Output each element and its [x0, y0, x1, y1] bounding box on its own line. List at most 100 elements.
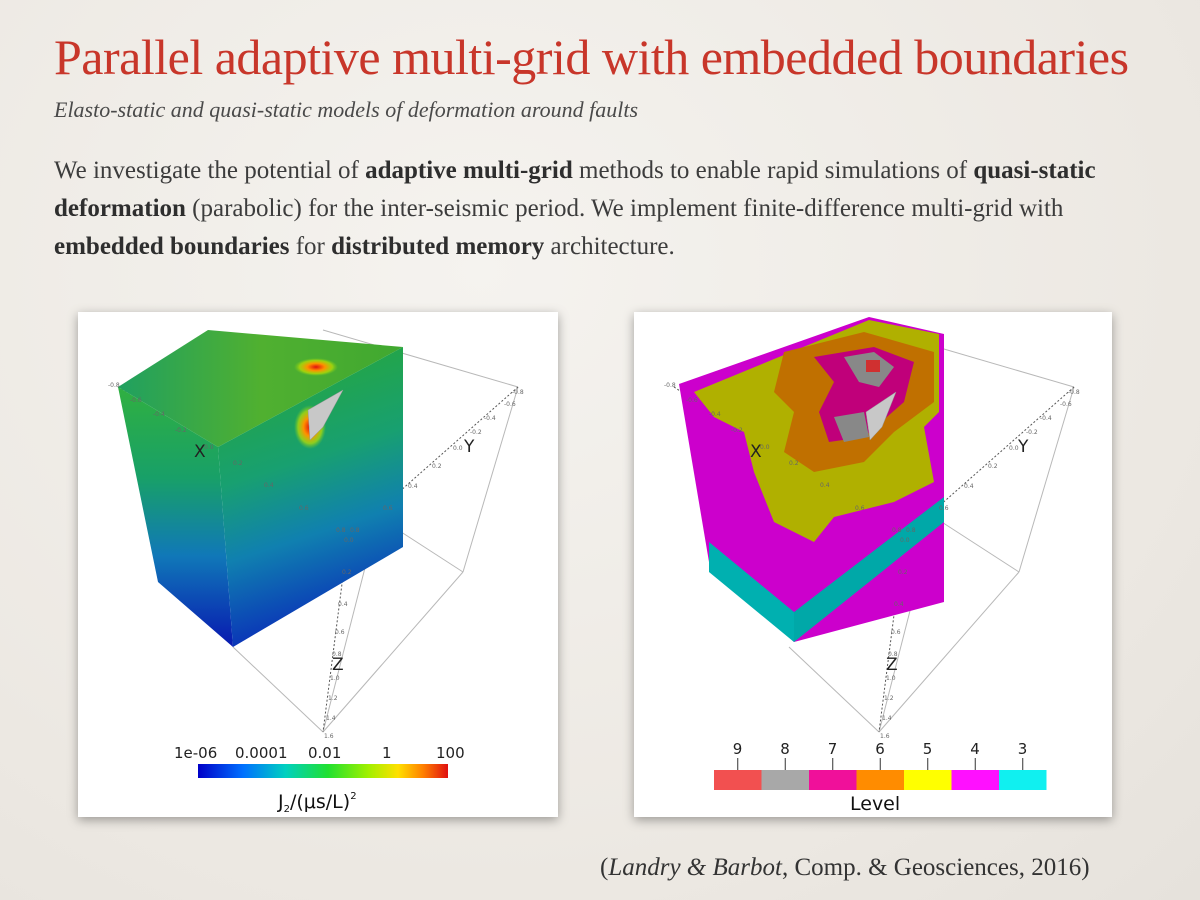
y-tick-0: -0.8 — [512, 389, 524, 396]
level-swatch-3 — [999, 770, 1047, 790]
z-tick-4: 0.8 — [332, 651, 342, 658]
ry-tick-8: 0.8 — [906, 527, 916, 534]
rx-tick-2: -0.4 — [709, 411, 721, 418]
raxis-y-label: Y — [1017, 437, 1029, 457]
body-bold-4: distributed memory — [331, 233, 545, 260]
axis-y-label: Y — [463, 437, 475, 457]
ry-tick-4: 0.0 — [1009, 445, 1019, 452]
cube-level9-region — [866, 360, 880, 372]
fault-plane-right — [865, 391, 897, 441]
raxis-z-label: Z — [886, 655, 898, 675]
rz-tick-3: 0.6 — [891, 629, 901, 636]
citation-authors: Landry & Barbot — [608, 854, 782, 881]
y-tick-6: 0.4 — [408, 483, 418, 490]
y-tick-7: 0.6 — [383, 505, 393, 512]
z-tick-6: 1.2 — [328, 695, 338, 702]
z-tick-8: 1.6 — [324, 733, 334, 740]
level-label-5: 5 — [923, 740, 933, 758]
rx-tick-1: -0.6 — [686, 397, 698, 404]
y-tick-1: -0.6 — [504, 401, 516, 408]
y-tick-3: -0.2 — [470, 429, 482, 436]
cube-level3-front — [794, 492, 944, 642]
axis-z-label: Z — [332, 655, 344, 675]
colorbar — [198, 764, 448, 778]
body-paragraph: We investigate the potential of adaptive… — [54, 152, 1154, 266]
ry-tick-3: -0.2 — [1026, 429, 1038, 436]
axis-names-right: X Y Z — [750, 437, 1029, 675]
level-label-3: 3 — [1018, 740, 1028, 758]
body-bold-2: quasi-static deformation — [54, 157, 1096, 222]
body-text-5: architecture. — [544, 233, 675, 260]
body-bold-3: embedded boundaries — [54, 233, 290, 260]
raxis-x-label: X — [750, 442, 762, 462]
cbar-title-rest: /(μs/L) — [290, 791, 350, 813]
y-tick-2: -0.4 — [484, 415, 496, 422]
citation: (Landry & Barbot, Comp. & Geosciences, 2… — [600, 854, 1090, 882]
body-text-2: methods to enable rapid simulations of — [572, 157, 974, 184]
z-tick-0: 0.0 — [344, 537, 354, 544]
body-text-4: for — [289, 233, 332, 260]
slide-title: Parallel adaptive multi-grid with embedd… — [54, 29, 1129, 85]
z-tick-7: 1.4 — [326, 715, 336, 722]
level-swatch-6 — [856, 770, 904, 790]
level-swatch-7 — [809, 770, 857, 790]
ry-tick-1: -0.6 — [1060, 401, 1072, 408]
y-tick-8: 0.8 — [350, 527, 360, 534]
z-tick-3: 0.6 — [335, 629, 345, 636]
body-text-3: (parabolic) for the inter-seismic period… — [185, 195, 1064, 222]
rx-tick-5: 0.2 — [789, 460, 799, 467]
cube-level3-left — [709, 542, 794, 642]
cbar-tick-4: 100 — [436, 744, 465, 762]
citation-open: ( — [600, 854, 609, 881]
rz-tick-0: 0.0 — [900, 537, 910, 544]
ry-tick-7: 0.6 — [939, 505, 949, 512]
rz-tick-5: 1.0 — [886, 675, 896, 682]
cube-left-face — [118, 387, 233, 647]
ry-tick-6: 0.4 — [964, 483, 974, 490]
right-3d-plot: -0.8 -0.6 -0.4 -0.2 0.0 0.2 0.4 0.6 0.8 … — [664, 317, 1080, 815]
cube-front-face — [218, 347, 403, 647]
rx-tick-3: -0.2 — [731, 427, 743, 434]
rx-tick-4: 0.0 — [760, 444, 770, 451]
body-text-1: We investigate the potential of — [54, 157, 366, 184]
x-tick-7: 0.6 — [299, 505, 309, 512]
level-swatch-8 — [761, 770, 809, 790]
level-label-4: 4 — [970, 740, 980, 758]
x-tick-6: 0.4 — [264, 482, 274, 489]
z-tick-2: 0.4 — [338, 601, 348, 608]
rx-tick-8: 0.8 — [892, 527, 902, 534]
level-label-7: 7 — [828, 740, 838, 758]
rz-tick-8: 1.6 — [880, 733, 890, 740]
axis-tick-labels: -0.8 -0.6 -0.4 -0.2 0.0 0.2 0.4 0.6 0.8 … — [108, 382, 524, 740]
ry-tick-2: -0.4 — [1040, 415, 1052, 422]
axis-names: X Y Z — [194, 437, 475, 675]
axis-tick-labels-right: -0.8 -0.6 -0.4 -0.2 0.0 0.2 0.4 0.6 0.8 … — [664, 382, 1080, 740]
slide-subtitle: Elasto-static and quasi-static models of… — [54, 97, 639, 122]
level-legend: 9 8 7 6 5 4 3 — [714, 740, 1047, 790]
level-swatch-5 — [904, 770, 952, 790]
rz-tick-2: 0.4 — [894, 601, 904, 608]
x-tick-0: -0.8 — [108, 382, 120, 389]
cbar-title-main: J — [277, 791, 284, 813]
level-legend-title: Level — [850, 793, 900, 815]
ry-tick-5: 0.2 — [988, 463, 998, 470]
level-swatch-4 — [951, 770, 999, 790]
level-label-8: 8 — [780, 740, 790, 758]
rx-tick-6: 0.4 — [820, 482, 830, 489]
x-tick-3: -0.2 — [175, 427, 187, 434]
stress-hotspot-top — [294, 358, 338, 376]
z-tick-5: 1.0 — [330, 675, 340, 682]
y-tick-4: 0.0 — [453, 445, 463, 452]
body-bold-1: adaptive multi-grid — [365, 157, 573, 184]
left-3d-plot: -0.8 -0.6 -0.4 -0.2 0.0 0.2 0.4 0.6 0.8 … — [108, 329, 524, 815]
axis-x-label: X — [194, 442, 206, 462]
cbar-tick-1: 0.0001 — [235, 744, 288, 762]
colorbar-title: J2/(μs/L)2 — [277, 791, 357, 815]
x-tick-4: 0.0 — [204, 444, 214, 451]
cbar-title-sup: 2 — [350, 791, 356, 802]
bounding-box-lines-right — [788, 329, 1075, 733]
rz-tick-4: 0.8 — [888, 651, 898, 658]
fault-plane — [307, 389, 344, 441]
citation-rest: , Comp. & Geosciences, 2016) — [781, 854, 1090, 881]
left-figure-panel: -0.8 -0.6 -0.4 -0.2 0.0 0.2 0.4 0.6 0.8 … — [78, 312, 558, 817]
